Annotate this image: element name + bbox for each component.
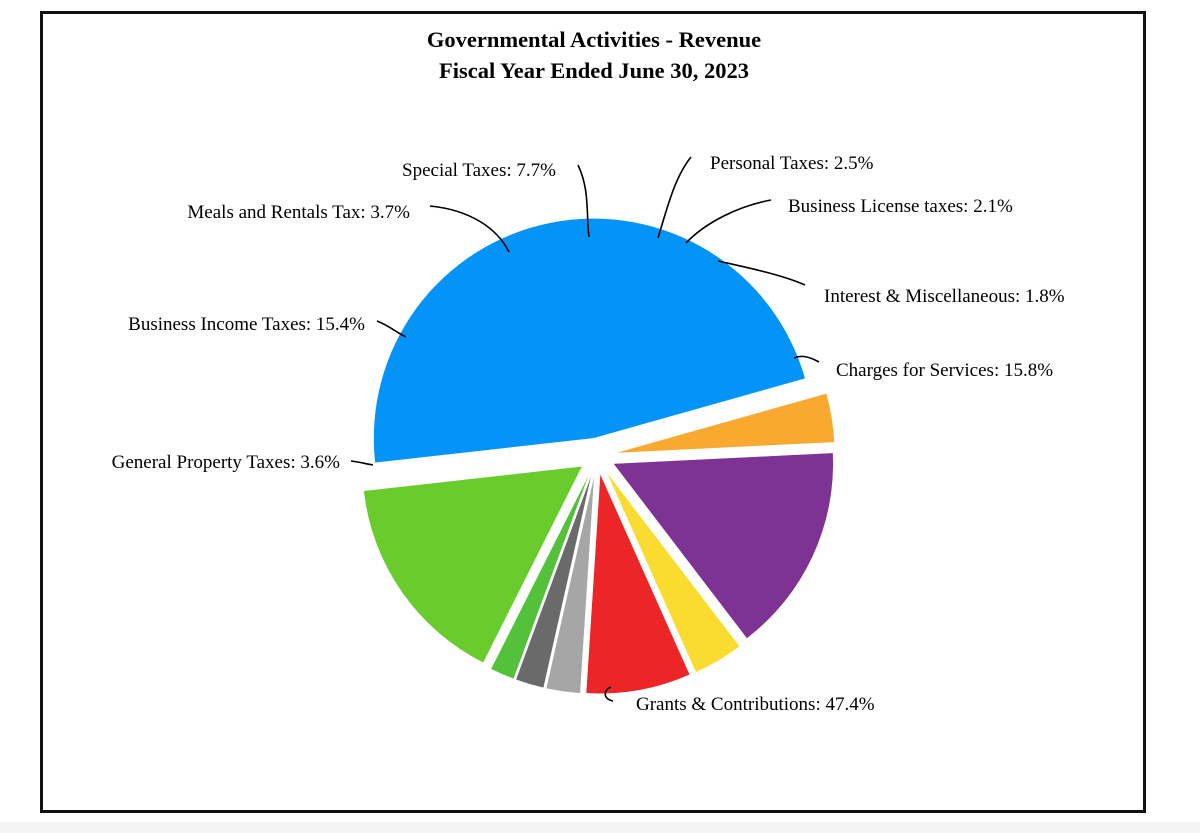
pie-slice-7: [490, 472, 591, 680]
slice-labels: Grants & Contributions: 47.4% General Pro…: [112, 153, 1065, 715]
leader-line-2: [376, 320, 407, 338]
slice-label-0: Grants & Contributions: 47.4%: [636, 694, 875, 715]
pie-slices: [363, 218, 835, 694]
pie-slice-0: [373, 218, 806, 464]
leader-line-4: [577, 164, 590, 238]
slice-label-4: Special Taxes: 7.7%: [402, 160, 556, 181]
leader-line-1: [350, 460, 374, 466]
leader-line-6: [685, 199, 772, 244]
pie-slice-4: [585, 473, 691, 694]
leader-line-7: [717, 260, 806, 286]
slice-label-1: General Property Taxes: 3.6%: [112, 452, 341, 473]
pie-slice-8: [363, 465, 583, 664]
pie-slice-3: [605, 471, 741, 673]
slice-label-2: Business Income Taxes: 15.4%: [128, 314, 365, 335]
leader-lines: [350, 156, 820, 702]
leader-line-3: [429, 205, 510, 253]
pie-slice-1: [614, 393, 835, 454]
pie-slice-2: [612, 452, 834, 639]
leader-line-0: [604, 686, 614, 702]
slice-label-8: Charges for Services: 15.8%: [836, 360, 1053, 381]
slice-label-3: Meals and Rentals Tax: 3.7%: [187, 202, 410, 223]
slice-label-6: Business License taxes: 2.1%: [788, 196, 1013, 217]
leader-line-5: [657, 156, 692, 239]
slice-label-7: Interest & Miscellaneous: 1.8%: [824, 286, 1065, 307]
chart-title: Governmental Activities - Revenue: [427, 27, 761, 52]
leader-line-8: [793, 355, 820, 363]
chart-subtitle: Fiscal Year Ended June 30, 2023: [439, 58, 749, 83]
slice-label-5: Personal Taxes: 2.5%: [710, 153, 874, 174]
pie-slice-5: [545, 473, 595, 694]
pie-slice-6: [515, 473, 593, 689]
